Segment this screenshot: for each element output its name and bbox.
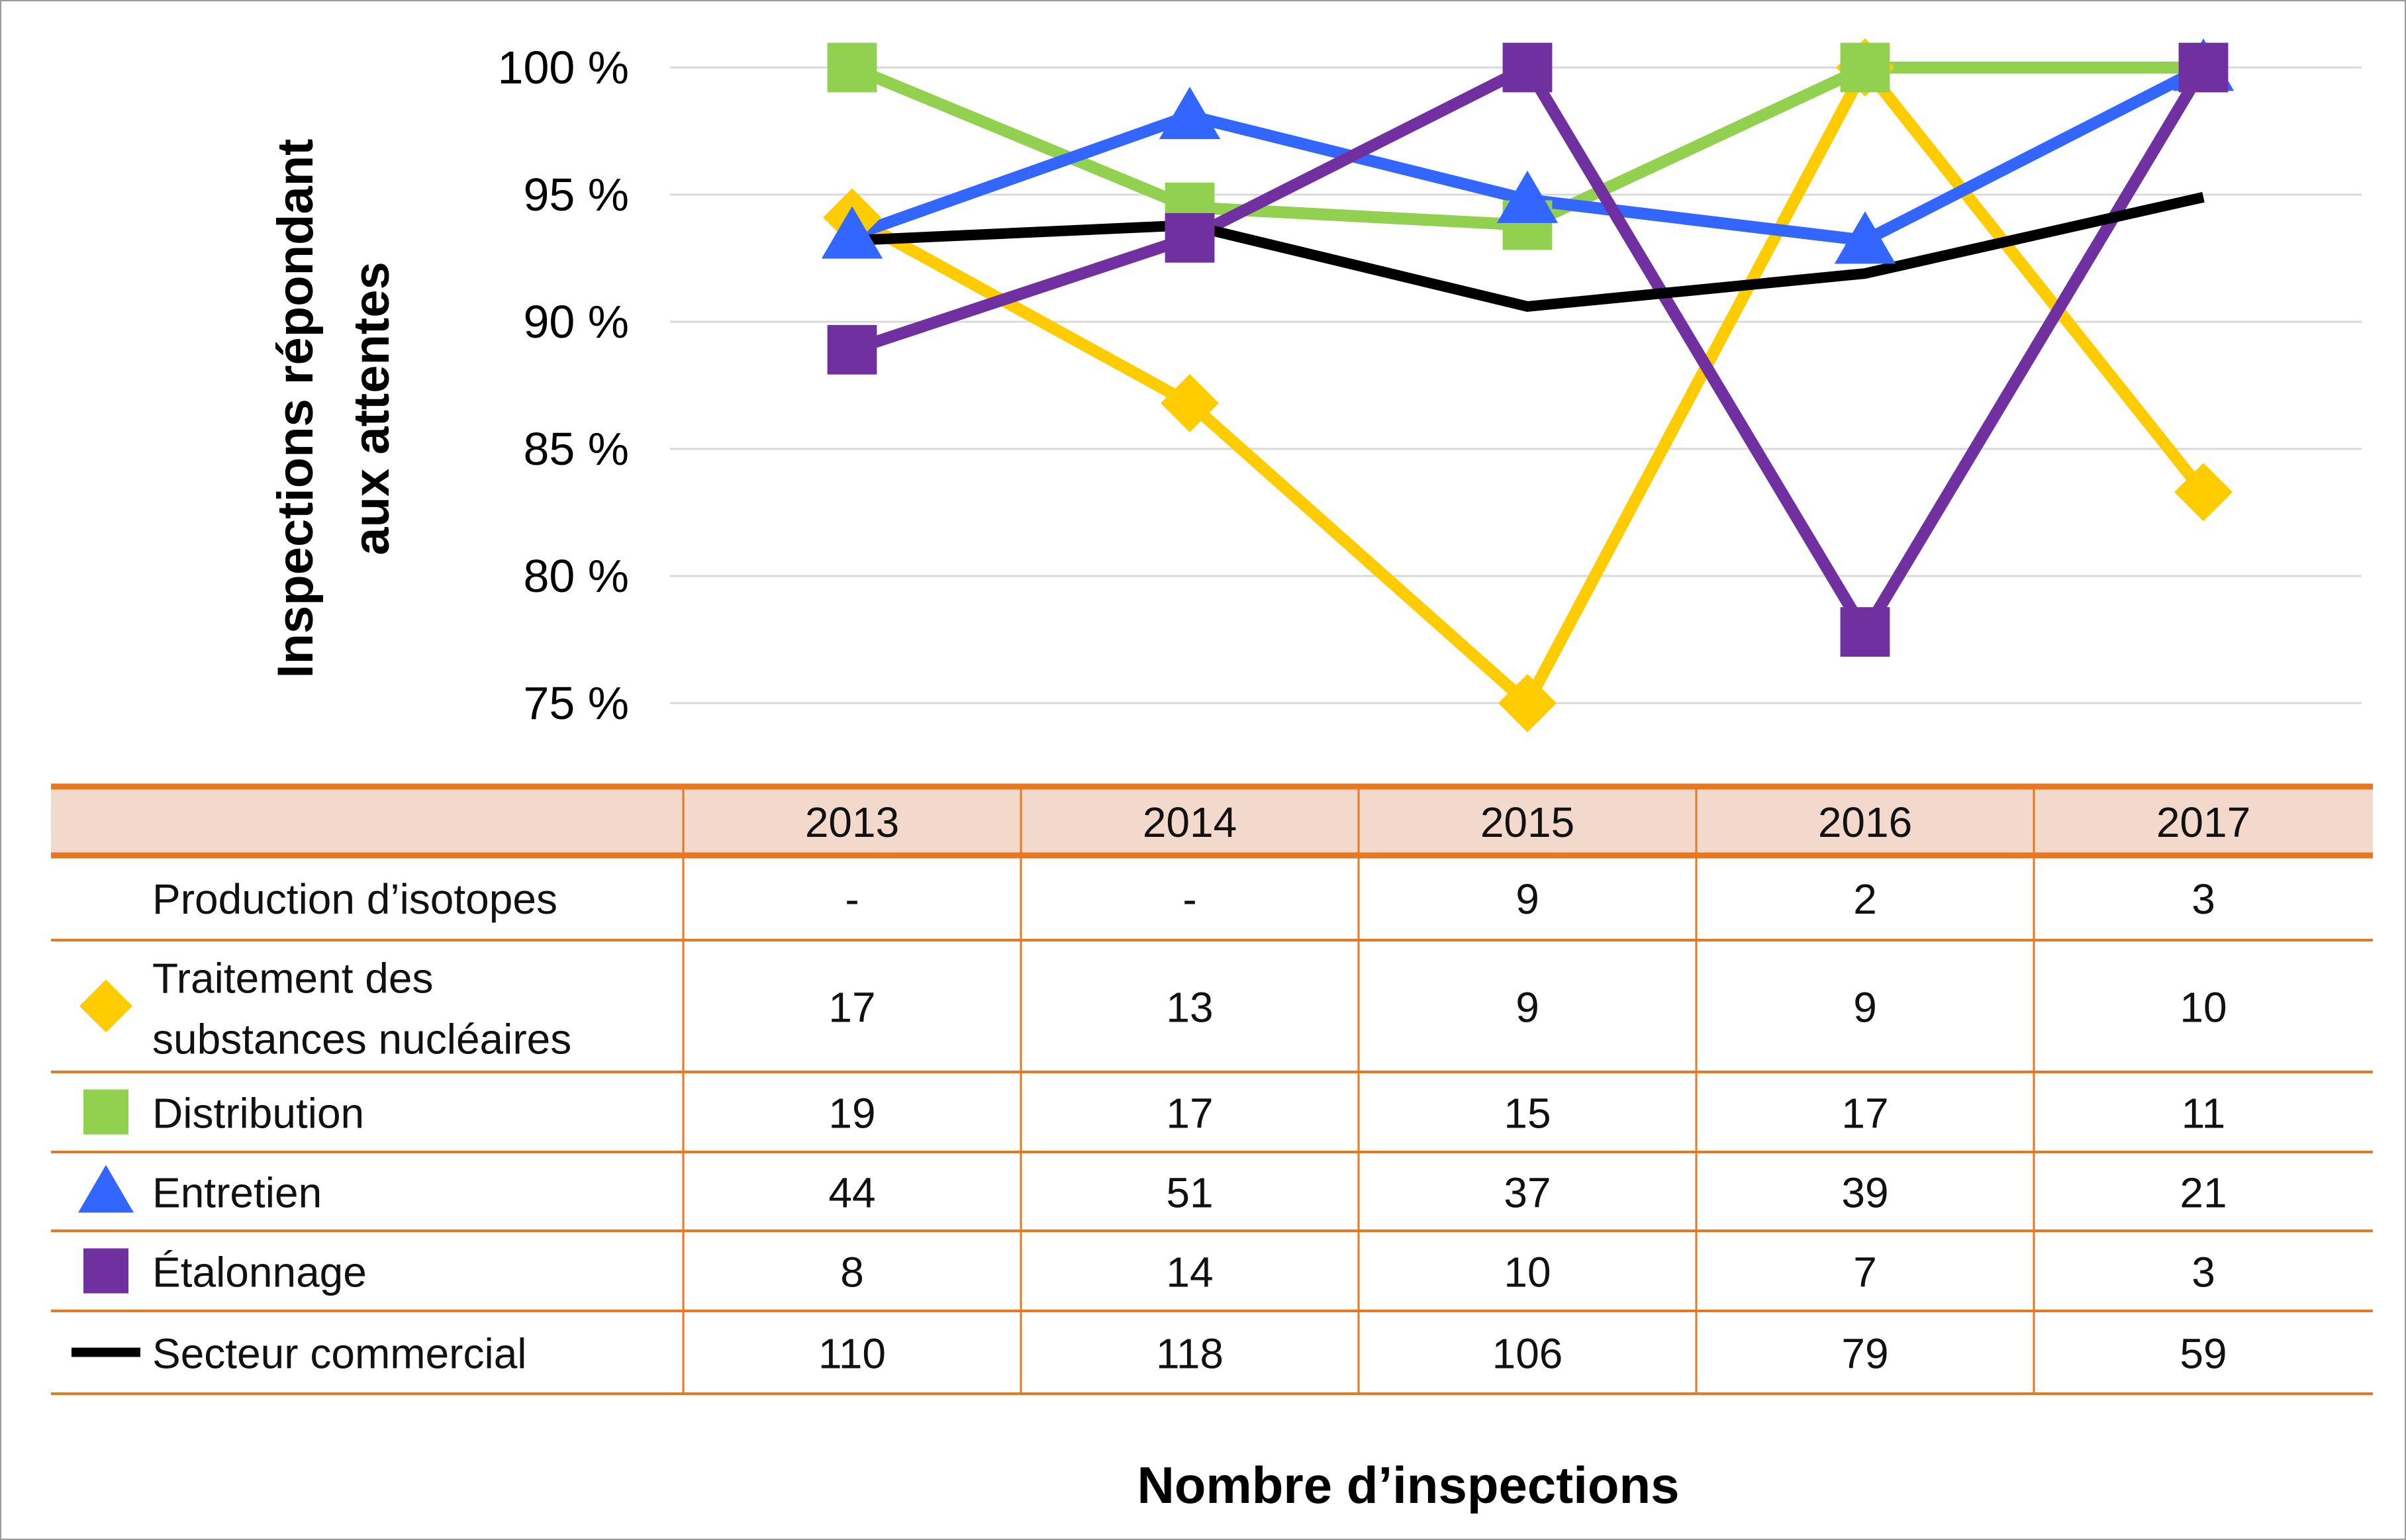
table-cell: 8: [840, 1249, 864, 1296]
y-tick-label: 90 %: [523, 296, 629, 348]
series-line-5: [851, 192, 2205, 313]
table-row: Secteur commercial 110 118 106 79 59: [72, 1330, 2227, 1378]
table-cell: 2: [1853, 875, 1877, 923]
y-axis-label: Inspections répondant aux attentes: [267, 139, 400, 679]
table-cell: 118: [1156, 1330, 1224, 1378]
table-cell: 14: [1166, 1249, 1213, 1296]
data-point-diamond: [2174, 463, 2233, 522]
data-point-square: [1502, 42, 1553, 93]
table-header-cell: 2016: [1818, 798, 1912, 846]
table-row: Traitement des substances nucléaires 17 13 9…: [79, 955, 2227, 1063]
row-label: Secteur commercial: [152, 1330, 527, 1378]
table-cell: 15: [1504, 1090, 1551, 1137]
table-cell: 51: [1166, 1169, 1213, 1217]
series-markers: [821, 38, 2235, 732]
table-cell: 13: [1166, 984, 1213, 1032]
table-cell: 37: [1504, 1169, 1551, 1217]
table-cell: 3: [2191, 1249, 2215, 1296]
table-cell: 79: [1841, 1330, 1888, 1378]
row-label-line: substances nucléaires: [152, 1016, 571, 1063]
y-tick-label: 100 %: [498, 42, 629, 93]
row-label: Production d’isotopes: [152, 875, 557, 923]
y-tick-label: 80 %: [523, 550, 629, 602]
table-cell: 17: [828, 984, 875, 1032]
table-header-cell: 2015: [1480, 798, 1574, 846]
data-table: 2013 2014 2015 2016 2017 Production d’isotope…: [51, 783, 2373, 1395]
data-point-square: [1165, 213, 1215, 263]
gridlines: [670, 66, 2362, 704]
table-cell: 44: [828, 1169, 875, 1217]
data-point-triangle: [1834, 211, 1896, 264]
table-cell: 9: [1516, 984, 1539, 1032]
table-cell: 3: [2191, 875, 2215, 923]
table-cell: 9: [1853, 984, 1877, 1032]
table-cell: 17: [1166, 1090, 1213, 1137]
data-point-triangle: [1159, 86, 1221, 140]
legend-key-diamond: [79, 979, 132, 1033]
table-header-cell: 2013: [805, 798, 899, 846]
table-cell: 106: [1492, 1330, 1563, 1378]
table-cell: 39: [1841, 1169, 1888, 1217]
y-tick-label: 85 %: [523, 423, 629, 475]
row-label: Étalonnage: [152, 1249, 367, 1296]
data-point-diamond: [1161, 373, 1219, 432]
data-point-square: [1840, 42, 1890, 93]
table-cell: 7: [1853, 1249, 1877, 1296]
table-header-cell: 2017: [2156, 798, 2250, 846]
data-point-square: [827, 42, 877, 93]
data-point-triangle: [1496, 170, 1559, 223]
data-point-square: [1840, 607, 1890, 657]
table-cell: 9: [1516, 875, 1539, 923]
legend-key-square: [83, 1089, 128, 1135]
table-cell: 10: [2180, 984, 2227, 1032]
legend-key-triangle: [78, 1165, 134, 1213]
table-row: Entretien 44 51 37 39 21: [78, 1165, 2227, 1217]
x-axis-label: Nombre d’inspections: [1137, 1456, 1679, 1514]
table-row: Distribution 19 17 15 17 11: [83, 1089, 2225, 1137]
table-header-background: [51, 787, 2373, 855]
table-header-cell: 2014: [1143, 798, 1237, 846]
table-cell: -: [1182, 875, 1196, 923]
table-cell: 110: [818, 1330, 886, 1378]
row-label: Distribution: [152, 1090, 364, 1137]
data-point-diamond: [1498, 674, 1557, 732]
table-cell: 59: [2180, 1330, 2227, 1378]
y-tick-label: 95 %: [523, 169, 629, 220]
data-point-triangle: [821, 206, 883, 259]
legend-key-square: [83, 1248, 128, 1294]
table-row: Étalonnage 8 14 10 7 3: [83, 1248, 2215, 1296]
row-label: Entretien: [152, 1169, 322, 1217]
data-point-square: [827, 324, 877, 375]
y-tick-label: 75 %: [523, 677, 629, 729]
row-label-line: Traitement des: [152, 955, 433, 1002]
table-cell: 17: [1841, 1090, 1888, 1137]
table-cell: 21: [2180, 1169, 2227, 1217]
table-cell: 19: [828, 1090, 875, 1137]
table-cell: 10: [1504, 1249, 1551, 1296]
table-row: Production d’isotopes - - 9 2 3: [152, 875, 2215, 923]
table-cell: -: [845, 875, 859, 923]
series-lines: [849, 56, 2209, 713]
data-point-square: [2178, 42, 2229, 93]
y-tick-labels: 100 % 95 % 90 % 85 % 80 % 75 %: [498, 42, 629, 729]
table-cell: 11: [2182, 1090, 2225, 1137]
